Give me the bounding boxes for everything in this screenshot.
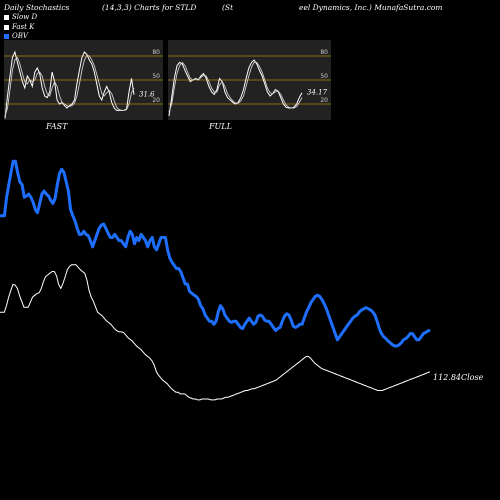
legend-swatch [4,24,9,30]
header-left: Daily Stochastics [4,3,70,12]
header-company-prefix: (St [222,3,234,12]
fast-panel-title: FAST [46,122,68,131]
fast-level-label: 20 [152,97,160,104]
full-slow-d-line [168,61,303,113]
legend-label: OBV [12,32,28,40]
legend-label: Slow D [12,13,38,21]
full-fast-k-line [168,59,303,117]
legend-swatch [4,15,9,21]
legend-label: Fast K [12,22,35,31]
fast-level-label: 50 [152,73,160,80]
fast-slow-d-line [4,54,135,117]
full-level-label: 20 [320,97,328,104]
close-value-label: 112.84Close [433,373,484,382]
legend: Slow D Fast K OBV [4,13,37,42]
full-level-label: 80 [320,49,328,56]
obv-line [0,159,431,348]
fast-level-label: 80 [152,49,160,56]
fast-fast-k-line [4,50,135,119]
fast-value-label: 31.6 [139,91,155,99]
full-level-label: 50 [320,73,328,80]
header-company-suffix: eel Dynamics, Inc.) MunafaSutra.com [299,3,443,12]
legend-item-obv: OBV [4,32,37,42]
legend-item-fast-k: Fast K [4,23,37,33]
header-params: (14,3,3) Charts for STLD [102,3,197,12]
full-value-label: 34.17 [307,89,328,97]
full-panel-title: FULL [209,122,232,131]
close-line [0,264,431,401]
legend-swatch [4,34,9,40]
legend-item-slow-d: Slow D [4,13,37,23]
